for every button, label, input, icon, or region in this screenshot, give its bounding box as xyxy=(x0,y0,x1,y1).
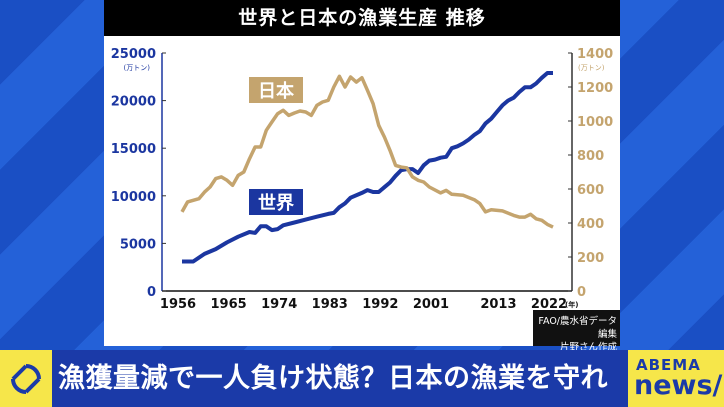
source-line: 片野さん作成 xyxy=(559,342,617,353)
japan-series-label: 日本 xyxy=(258,80,294,102)
left-tick-label: 10000 xyxy=(111,190,156,205)
right-tick-label: 600 xyxy=(577,183,604,198)
left-tick-label: 20000 xyxy=(111,95,156,110)
chart-panel xyxy=(104,0,620,346)
left-tick-label: 25000 xyxy=(111,47,156,62)
x-tick-label: 1956 xyxy=(160,297,196,312)
left-tick-label: 15000 xyxy=(111,142,156,157)
right-tick-label: 400 xyxy=(577,217,604,232)
x-tick-label: 1992 xyxy=(362,297,398,312)
chart-title: 世界と日本の漁業生産 推移 xyxy=(104,0,620,36)
world-series-label: 世界 xyxy=(258,193,294,214)
news-banner xyxy=(0,350,724,407)
left-unit-label: (万トン) xyxy=(124,64,151,72)
left-tick-label: 5000 xyxy=(120,237,156,252)
x-tick-label: 2022 xyxy=(531,297,567,312)
x-tick-label: 2001 xyxy=(413,297,449,312)
left-tick-label: 0 xyxy=(147,285,156,300)
abema-news-logo: ABEMA news/ xyxy=(628,350,724,407)
source-line: FAO/農水省データ編集 xyxy=(538,316,617,340)
headline: 漁獲量減で一人負け状態？日本の漁業を守れ xyxy=(58,363,608,394)
logo-bottom: news/ xyxy=(634,370,723,401)
world-series-label-bg xyxy=(249,189,303,215)
japan-series-line xyxy=(180,74,554,229)
logo-top: ABEMA xyxy=(636,356,701,374)
right-tick-label: 1000 xyxy=(577,115,613,130)
x-tick-label: 2013 xyxy=(480,297,516,312)
x-tick-label: 1974 xyxy=(261,297,297,312)
right-tick-label: 1200 xyxy=(577,81,613,96)
x-unit-label: (年) xyxy=(565,300,578,309)
refresh-cycle-icon xyxy=(0,350,52,407)
world-series-line xyxy=(182,71,553,264)
right-tick-label: 0 xyxy=(577,285,586,300)
right-tick-label: 1400 xyxy=(577,47,613,62)
japan-series-label-bg xyxy=(249,77,303,103)
source-credit: FAO/農水省データ編集 片野さん作成 xyxy=(533,310,620,353)
x-tick-label: 1965 xyxy=(210,297,246,312)
right-unit-label: (万トン) xyxy=(578,64,605,72)
x-tick-label: 1983 xyxy=(312,297,348,312)
right-tick-label: 800 xyxy=(577,149,604,164)
right-tick-label: 200 xyxy=(577,251,604,266)
